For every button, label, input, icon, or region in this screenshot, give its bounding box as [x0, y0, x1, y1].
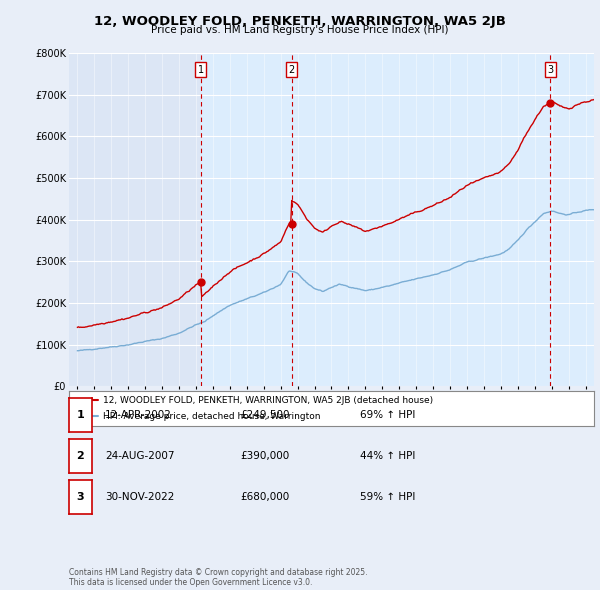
- Text: 1: 1: [77, 410, 84, 419]
- Text: 2: 2: [77, 451, 84, 461]
- Text: 12, WOODLEY FOLD, PENKETH, WARRINGTON, WA5 2JB (detached house): 12, WOODLEY FOLD, PENKETH, WARRINGTON, W…: [103, 396, 433, 405]
- Bar: [201, 53, 292, 386]
- Text: 3: 3: [547, 65, 553, 75]
- Text: £390,000: £390,000: [240, 451, 289, 461]
- Text: 44% ↑ HPI: 44% ↑ HPI: [360, 451, 415, 461]
- Text: 1: 1: [197, 65, 204, 75]
- Text: 69% ↑ HPI: 69% ↑ HPI: [360, 410, 415, 419]
- Text: £680,000: £680,000: [240, 493, 289, 502]
- Text: £249,500: £249,500: [240, 410, 290, 419]
- Text: 59% ↑ HPI: 59% ↑ HPI: [360, 493, 415, 502]
- Text: HPI: Average price, detached house, Warrington: HPI: Average price, detached house, Warr…: [103, 412, 320, 421]
- Bar: [550, 53, 594, 386]
- Bar: [292, 53, 550, 386]
- Text: 12, WOODLEY FOLD, PENKETH, WARRINGTON, WA5 2JB: 12, WOODLEY FOLD, PENKETH, WARRINGTON, W…: [94, 15, 506, 28]
- Text: 3: 3: [77, 493, 84, 502]
- Text: 30-NOV-2022: 30-NOV-2022: [105, 493, 175, 502]
- Text: 12-APR-2002: 12-APR-2002: [105, 410, 172, 419]
- Text: 24-AUG-2007: 24-AUG-2007: [105, 451, 175, 461]
- Text: Contains HM Land Registry data © Crown copyright and database right 2025.
This d: Contains HM Land Registry data © Crown c…: [69, 568, 367, 587]
- Text: Price paid vs. HM Land Registry's House Price Index (HPI): Price paid vs. HM Land Registry's House …: [151, 25, 449, 35]
- Text: 2: 2: [289, 65, 295, 75]
